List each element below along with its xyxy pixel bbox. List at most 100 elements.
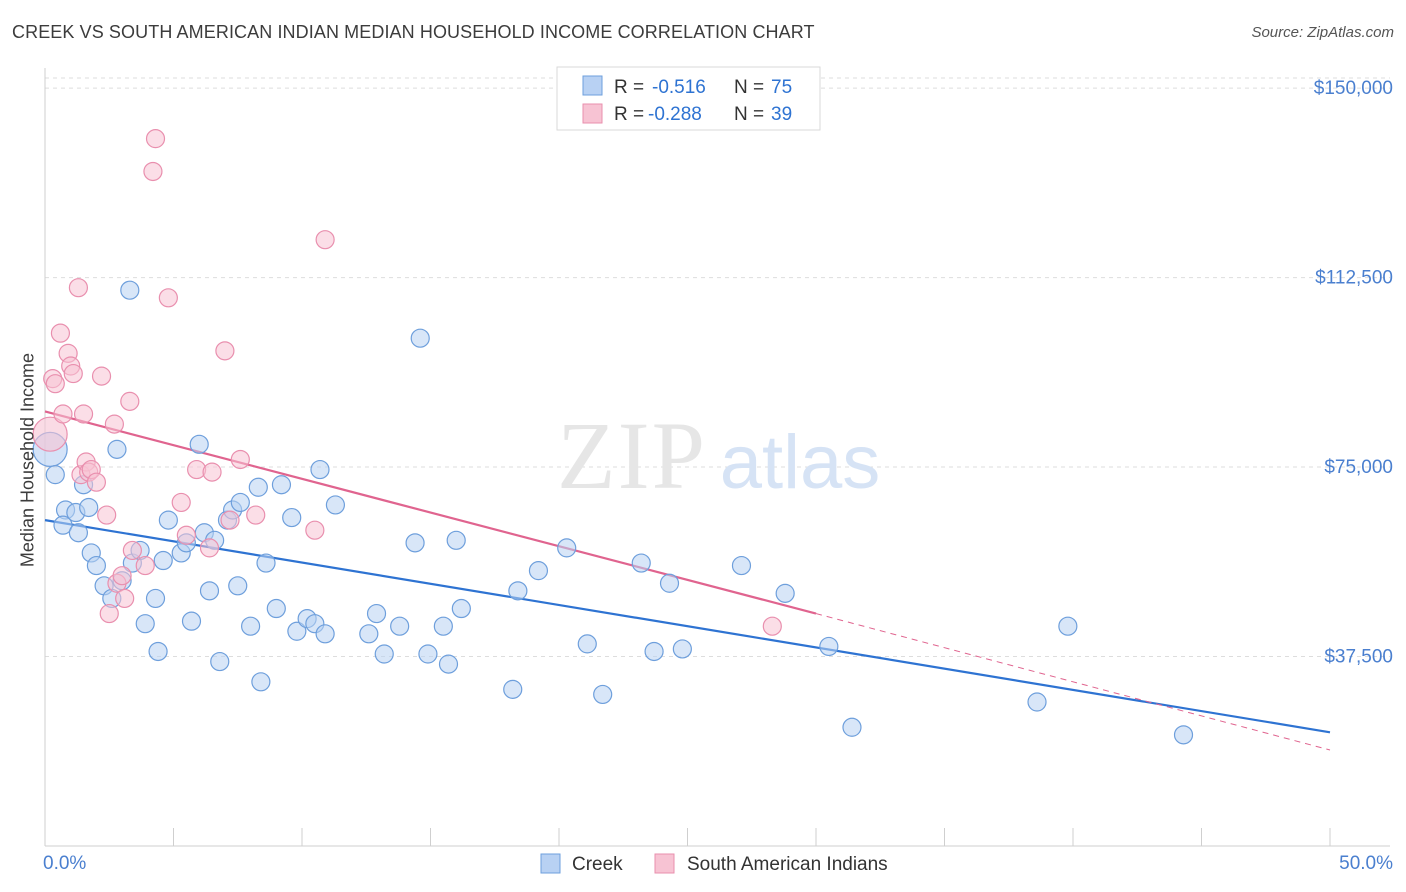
legend-series-creek: Creek	[572, 854, 623, 875]
point-creek	[405, 533, 425, 553]
point-creek	[310, 459, 330, 480]
point-creek	[672, 639, 692, 659]
data-points	[32, 129, 1194, 745]
point-south-american-indians	[112, 566, 132, 586]
point-creek	[819, 636, 839, 657]
point-creek	[418, 644, 438, 664]
point-creek	[210, 651, 230, 672]
point-south-american-indians	[230, 449, 250, 470]
point-south-american-indians	[86, 472, 107, 492]
point-creek	[1058, 616, 1078, 636]
point-creek	[120, 280, 140, 300]
point-creek	[181, 611, 202, 631]
y-tick-label: $112,500	[1315, 268, 1393, 289]
point-creek	[593, 684, 613, 705]
point-creek	[53, 515, 73, 535]
legend-n-value: 39	[771, 104, 792, 125]
point-south-american-indians	[215, 341, 235, 361]
point-creek	[79, 497, 99, 518]
source-label: Source: ZipAtlas.com	[1251, 24, 1394, 41]
point-creek	[577, 634, 597, 654]
point-south-american-indians	[50, 323, 71, 343]
legend-r-label: R =	[614, 77, 644, 98]
point-creek	[1173, 725, 1194, 745]
legend-swatch-south-american-indians	[654, 853, 675, 874]
point-south-american-indians	[120, 391, 140, 411]
legend-r-value: -0.516	[652, 77, 706, 98]
point-creek	[528, 561, 549, 581]
chart-title: CREEK VS SOUTH AMERICAN INDIAN MEDIAN HO…	[12, 22, 815, 42]
point-creek	[189, 434, 209, 454]
point-creek	[158, 510, 178, 530]
point-creek	[282, 507, 302, 528]
point-south-american-indians	[45, 374, 65, 394]
point-creek	[451, 598, 471, 619]
point-south-american-indians	[53, 404, 73, 424]
point-south-american-indians	[176, 525, 196, 545]
point-south-american-indians	[143, 161, 163, 182]
legend-swatch-creek	[540, 853, 561, 874]
point-south-american-indians	[315, 230, 335, 250]
point-creek	[228, 576, 248, 596]
point-creek	[433, 616, 453, 636]
point-creek	[659, 573, 680, 593]
stats-legend: R = -0.516 N = 75 R = -0.288 N = 39	[556, 66, 821, 131]
grid-lines	[45, 77, 1390, 658]
point-creek	[256, 553, 276, 573]
point-creek	[251, 672, 271, 692]
watermark-zip: ZIP	[557, 402, 707, 509]
watermark-atlas: atlas	[720, 420, 881, 505]
legend-swatch-south-american-indians	[582, 103, 603, 124]
point-south-american-indians	[246, 505, 266, 525]
x-tick-label: 0.0%	[43, 853, 86, 874]
point-south-american-indians	[135, 555, 155, 576]
legend-n-value: 75	[771, 77, 792, 98]
point-creek	[45, 465, 65, 485]
point-south-american-indians	[145, 129, 166, 149]
point-creek	[199, 581, 220, 601]
point-creek	[241, 616, 261, 636]
point-creek	[631, 553, 651, 573]
point-creek	[153, 550, 173, 571]
point-creek	[325, 495, 346, 515]
point-creek	[271, 475, 292, 495]
point-creek	[366, 603, 387, 624]
legend-r-value: -0.288	[648, 104, 702, 125]
point-creek	[359, 624, 379, 644]
y-axis-label: Median Household Income	[17, 352, 38, 568]
point-creek	[410, 328, 430, 348]
point-creek	[266, 598, 286, 619]
point-creek	[230, 492, 250, 513]
point-south-american-indians	[158, 288, 178, 308]
point-south-american-indians	[122, 540, 142, 561]
legend-series-south-american-indians: South American Indians	[687, 854, 888, 875]
point-creek	[145, 588, 166, 609]
point-creek	[135, 614, 155, 634]
point-south-american-indians	[171, 492, 191, 513]
trend-line-south-american-indians	[44, 410, 817, 615]
point-creek	[1027, 692, 1047, 712]
legend-n-label: N =	[734, 77, 764, 98]
point-creek	[731, 555, 752, 576]
point-creek	[374, 644, 394, 664]
x-tick-label: 50.0%	[1339, 853, 1393, 874]
point-south-american-indians	[199, 538, 220, 558]
point-creek	[775, 583, 795, 603]
legend-r-label: R =	[614, 104, 644, 125]
point-south-american-indians	[115, 588, 135, 609]
trend-line-creek	[44, 519, 1331, 734]
point-creek	[287, 621, 307, 641]
point-creek	[508, 581, 528, 601]
point-south-american-indians	[73, 404, 94, 424]
y-tick-labels: $37,500 $75,000 $112,500 $150,000	[1314, 78, 1393, 667]
legend-n-label: N =	[734, 104, 764, 125]
y-tick-label: $37,500	[1324, 647, 1393, 668]
point-south-american-indians	[202, 462, 222, 482]
point-creek	[148, 641, 168, 662]
point-creek	[107, 439, 127, 459]
point-south-american-indians	[762, 616, 782, 636]
point-creek	[68, 523, 89, 543]
point-creek	[438, 654, 459, 674]
trend-lines	[44, 410, 1331, 751]
